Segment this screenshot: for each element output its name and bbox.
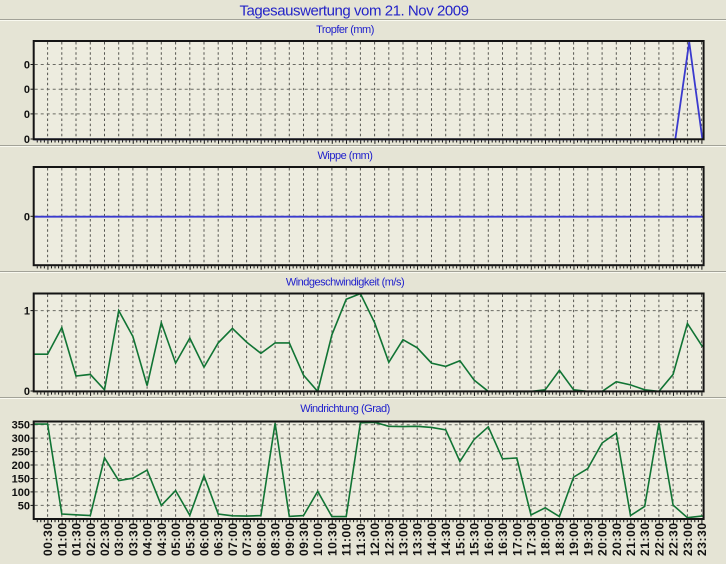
svg-text:Wippe (mm): Wippe (mm)	[318, 150, 373, 162]
svg-text:21:00: 21:00	[624, 522, 638, 556]
svg-text:Windrichtung (Grad): Windrichtung (Grad)	[300, 403, 390, 415]
svg-text:01:30: 01:30	[70, 522, 84, 556]
svg-text:06:30: 06:30	[212, 522, 226, 556]
svg-text:18:30: 18:30	[553, 522, 567, 556]
svg-text:20:00: 20:00	[596, 522, 610, 556]
svg-text:17:00: 17:00	[510, 522, 524, 556]
svg-text:18:00: 18:00	[539, 522, 553, 556]
svg-text:1: 1	[24, 306, 30, 318]
svg-text:01:00: 01:00	[55, 522, 69, 556]
svg-text:150: 150	[12, 474, 30, 486]
svg-text:0: 0	[24, 211, 30, 223]
svg-text:0: 0	[24, 84, 30, 96]
svg-text:11:30: 11:30	[354, 523, 368, 556]
svg-text:200: 200	[12, 460, 30, 472]
svg-text:Tagesauswertung vom 21. Nov 20: Tagesauswertung vom 21. Nov 2009	[239, 3, 468, 20]
svg-text:05:30: 05:30	[183, 522, 197, 556]
svg-text:23:30: 23:30	[695, 522, 709, 556]
svg-text:08:00: 08:00	[254, 522, 268, 556]
svg-text:13:00: 13:00	[397, 522, 411, 556]
svg-text:14:30: 14:30	[439, 522, 453, 556]
svg-text:22:30: 22:30	[667, 522, 681, 556]
svg-text:23:00: 23:00	[681, 522, 695, 556]
svg-text:05:00: 05:00	[169, 522, 183, 556]
svg-text:12:30: 12:30	[382, 522, 396, 556]
svg-text:19:00: 19:00	[567, 522, 581, 556]
svg-text:21:30: 21:30	[638, 522, 652, 556]
svg-text:19:30: 19:30	[581, 522, 595, 556]
svg-text:02:30: 02:30	[98, 522, 112, 556]
svg-text:08:30: 08:30	[269, 522, 283, 556]
svg-text:100: 100	[12, 487, 30, 499]
svg-text:04:30: 04:30	[155, 522, 169, 556]
svg-text:13:30: 13:30	[411, 522, 425, 556]
svg-text:0: 0	[24, 109, 30, 121]
svg-text:250: 250	[12, 447, 30, 459]
svg-text:09:30: 09:30	[297, 522, 311, 556]
svg-text:20:30: 20:30	[610, 522, 624, 556]
svg-text:10:30: 10:30	[325, 522, 339, 556]
svg-text:0: 0	[24, 386, 30, 398]
svg-text:09:00: 09:00	[283, 522, 297, 556]
svg-text:16:30: 16:30	[496, 522, 510, 556]
svg-text:03:30: 03:30	[126, 522, 140, 556]
svg-text:22:00: 22:00	[652, 522, 666, 556]
svg-text:350: 350	[12, 420, 30, 432]
svg-text:15:30: 15:30	[468, 522, 482, 556]
svg-text:Tropfer (mm): Tropfer (mm)	[316, 24, 374, 36]
svg-text:0: 0	[24, 134, 30, 146]
svg-text:0: 0	[24, 60, 30, 72]
svg-text:00:30: 00:30	[41, 522, 55, 556]
svg-text:14:00: 14:00	[425, 522, 439, 556]
svg-text:06:00: 06:00	[198, 522, 212, 556]
svg-text:16:00: 16:00	[482, 522, 496, 556]
svg-text:07:00: 07:00	[226, 522, 240, 556]
svg-text:12:00: 12:00	[368, 522, 382, 556]
svg-text:02:00: 02:00	[84, 522, 98, 556]
svg-text:03:00: 03:00	[112, 522, 126, 556]
svg-text:Windgeschwindigkeit (m/s): Windgeschwindigkeit (m/s)	[286, 277, 404, 289]
svg-text:11:00: 11:00	[340, 523, 354, 556]
svg-text:07:30: 07:30	[240, 522, 254, 556]
svg-text:50: 50	[18, 500, 30, 512]
svg-text:15:00: 15:00	[453, 522, 467, 556]
svg-text:10:00: 10:00	[311, 522, 325, 556]
svg-text:17:30: 17:30	[525, 522, 539, 556]
svg-text:300: 300	[12, 433, 30, 445]
svg-text:04:00: 04:00	[141, 522, 155, 556]
